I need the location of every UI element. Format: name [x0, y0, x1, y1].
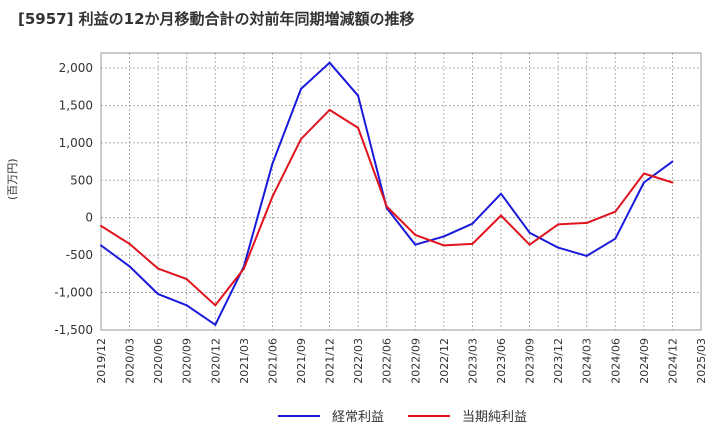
legend-item-toki-jun-rieki: 当期純利益 [408, 406, 527, 425]
y-tick-label: -1,000 [54, 286, 93, 300]
data-point [328, 108, 331, 111]
x-tick-label: 2020/03 [124, 338, 137, 384]
x-tick-label: 2023/12 [552, 338, 565, 384]
legend-label-toki-jun-rieki: 当期純利益 [462, 410, 528, 425]
y-tick-label: 2,000 [59, 61, 93, 75]
x-tick-label: 2022/09 [409, 338, 422, 384]
data-point [557, 223, 560, 226]
data-point [614, 237, 617, 240]
x-tick-label: 2022/06 [381, 338, 394, 384]
y-tick-label: 1,000 [59, 136, 93, 150]
data-point [328, 61, 331, 64]
x-tick-label: 2020/09 [181, 338, 194, 384]
x-tick-label: 2021/03 [238, 338, 251, 384]
data-point [214, 323, 217, 326]
data-point [442, 244, 445, 247]
x-tick-label: 2020/12 [209, 338, 222, 384]
x-tick-label: 2024/12 [666, 338, 679, 384]
y-tick-label: 1,500 [59, 98, 93, 112]
data-point [671, 181, 674, 184]
line-chart: 2,000 1,500 1,000 500 0 -500 -1,000 -1,5002019/… [54, 52, 708, 384]
data-point [414, 233, 417, 236]
data-point [528, 231, 531, 234]
data-point [585, 221, 588, 224]
chart-legend: 経常利益 当期純利益 [0, 400, 720, 430]
data-point [471, 222, 474, 225]
data-point [471, 242, 474, 245]
data-point [585, 254, 588, 257]
data-point [300, 138, 302, 141]
x-tick-label: 2020/06 [152, 338, 165, 384]
data-point [242, 267, 245, 270]
data-point [185, 278, 188, 281]
data-point [385, 205, 388, 208]
y-tick-label: -500 [66, 248, 93, 262]
data-point [271, 195, 274, 198]
x-tick-label: 2021/12 [324, 338, 337, 384]
x-tick-label: 2021/09 [295, 338, 308, 384]
data-point [642, 181, 645, 184]
data-point [642, 172, 645, 175]
legend-item-keijo-rieki: 経常利益 [278, 406, 384, 425]
data-point [157, 267, 160, 270]
data-point [442, 235, 445, 238]
legend-label-keijo-rieki: 経常利益 [332, 410, 385, 425]
x-tick-label: 2022/12 [438, 338, 451, 384]
legend-swatch-toki-jun-rieki [408, 414, 450, 417]
x-tick-label: 2021/06 [266, 338, 279, 384]
legend-swatch-keijo-rieki [278, 414, 320, 417]
x-tick-label: 2023/09 [524, 338, 537, 384]
chart-title: [5957] 利益の12か月移動合計の対前年同期増減額の推移 [18, 10, 415, 28]
data-point [357, 94, 360, 97]
data-point [128, 265, 131, 268]
data-point [500, 192, 502, 195]
data-point [614, 210, 617, 213]
x-tick-label: 2024/06 [609, 338, 622, 384]
data-point [128, 242, 131, 245]
data-point [300, 87, 302, 90]
data-point [185, 304, 188, 307]
series-line-1 [100, 108, 673, 307]
data-point [500, 214, 502, 217]
x-tick-label: 2022/03 [352, 338, 365, 384]
data-point [671, 160, 674, 163]
data-point [214, 304, 217, 307]
data-point [357, 126, 360, 129]
y-tick-label: 0 [85, 211, 93, 225]
x-tick-label: 2023/03 [466, 338, 479, 384]
data-point [528, 243, 531, 246]
x-tick-label: 2025/03 [695, 338, 708, 384]
data-point [100, 224, 102, 227]
data-point [557, 246, 560, 249]
data-point [100, 244, 102, 247]
data-point [157, 293, 160, 296]
x-tick-label: 2024/03 [581, 338, 594, 384]
data-point [414, 243, 417, 246]
y-tick-label: -1,500 [54, 323, 93, 337]
x-tick-label: 2023/06 [495, 338, 508, 384]
data-point [271, 162, 274, 165]
plot-frame [100, 52, 702, 331]
x-tick-label: 2024/09 [638, 338, 651, 384]
y-tick-label: 500 [70, 173, 93, 187]
x-tick-label: 2019/12 [95, 338, 108, 384]
